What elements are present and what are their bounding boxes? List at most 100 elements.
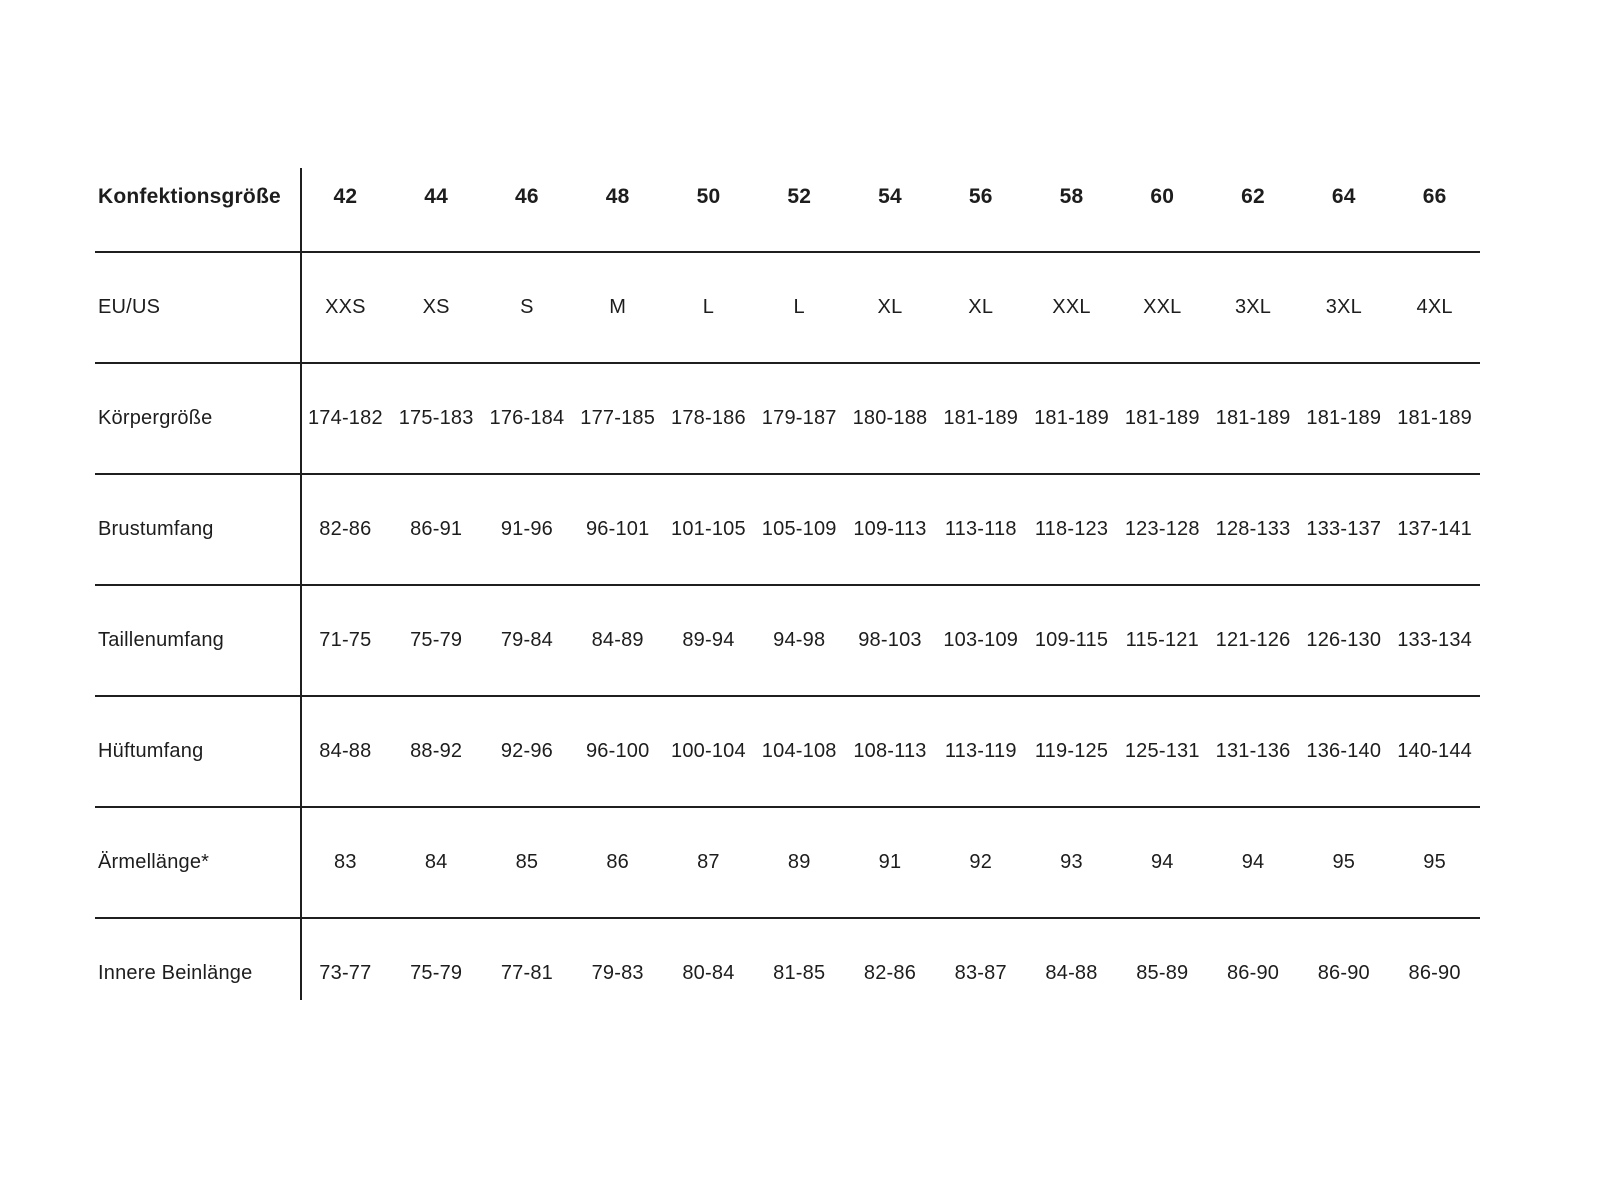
value-cell: 133-134 (1389, 584, 1480, 696)
value-cell: XXS (300, 251, 391, 363)
row-label-cell: Ärmellänge* (95, 806, 300, 918)
value-cell: 115-121 (1116, 584, 1208, 696)
value-cell: 125-131 (1116, 695, 1208, 807)
value-cell: 180-188 (844, 362, 936, 474)
size-header-cell: 52 (787, 184, 812, 208)
value-cell: 86-90 (1389, 917, 1480, 1028)
value-cell: 83-87 (935, 917, 1027, 1028)
value-cell: L (753, 251, 845, 363)
value-cell: 181-189 (1389, 362, 1480, 474)
value-cell: 92 (935, 806, 1027, 918)
value-cell: 123-128 (1116, 473, 1208, 585)
value-cell: 121-126 (1207, 584, 1299, 696)
value-cell: 128-133 (1207, 473, 1299, 585)
row-label-cell: EU/US (95, 251, 300, 363)
value-cell: XS (390, 251, 482, 363)
value-cell: L (663, 251, 754, 363)
size-table: Konfektionsgröße 42 44 46 48 50 52 54 56 58 60 62 64… (95, 142, 1480, 1028)
value-cell: 81-85 (753, 917, 845, 1028)
value-cell: 82-86 (844, 917, 936, 1028)
size-header-cell: 56 (968, 184, 993, 208)
value-cell: 103-109 (935, 584, 1027, 696)
value-cell: 79-84 (481, 584, 573, 696)
value-cell: 109-113 (844, 473, 936, 585)
size-header-cell: 64 (1331, 184, 1356, 208)
value-cell: 94 (1116, 806, 1208, 918)
value-cell: 88-92 (390, 695, 482, 807)
value-cell: 96-100 (572, 695, 664, 807)
value-cell: 84 (390, 806, 482, 918)
value-cell: 181-189 (1116, 362, 1208, 474)
value-cell: 87 (663, 806, 754, 918)
value-cell: 140-144 (1389, 695, 1480, 807)
value-cell: 105-109 (753, 473, 845, 585)
value-cell: 85 (481, 806, 573, 918)
value-cell: 85-89 (1116, 917, 1208, 1028)
value-cell: 119-125 (1026, 695, 1117, 807)
row-label-cell: Hüftumfang (95, 695, 300, 807)
value-cell: 77-81 (481, 917, 573, 1028)
value-cell: 84-88 (300, 695, 391, 807)
value-cell: 89 (753, 806, 845, 918)
value-cell: 92-96 (481, 695, 573, 807)
value-cell: 86-90 (1298, 917, 1390, 1028)
value-cell: XL (935, 251, 1027, 363)
table-row: EU/US XXS XS S M L L XL XL XXL XXL 3XL 3XL 4XL (95, 251, 1480, 363)
row-label-cell: Körpergröße (95, 362, 300, 474)
value-cell: 3XL (1298, 251, 1390, 363)
value-cell: 80-84 (663, 917, 754, 1028)
table-row: Taillenumfang 71-75 75-79 79-84 84-89 89-94 94… (95, 584, 1480, 696)
size-header-cell: 42 (333, 184, 358, 208)
size-header-cell: 48 (605, 184, 630, 208)
size-header-cell: 66 (1422, 184, 1447, 208)
size-header-cell: 58 (1059, 184, 1084, 208)
value-cell: 113-119 (935, 695, 1027, 807)
value-cell: 181-189 (1207, 362, 1299, 474)
value-cell: 73-77 (300, 917, 391, 1028)
size-header-cell: 62 (1241, 184, 1265, 208)
value-cell: 101-105 (663, 473, 754, 585)
value-cell: XXL (1026, 251, 1117, 363)
value-cell: 86-90 (1207, 917, 1299, 1028)
value-cell: 175-183 (390, 362, 482, 474)
value-cell: 91-96 (481, 473, 573, 585)
value-cell: 104-108 (753, 695, 845, 807)
value-cell: 136-140 (1298, 695, 1390, 807)
value-cell: 176-184 (481, 362, 573, 474)
value-cell: 95 (1389, 806, 1480, 918)
value-cell: 131-136 (1207, 695, 1299, 807)
value-cell: 133-137 (1298, 473, 1390, 585)
table-row: Brustumfang 82-86 86-91 91-96 96-101 101-105 1… (95, 473, 1480, 585)
row-label-cell: Konfektionsgröße (98, 184, 281, 208)
table-row: Ärmellänge* 83 84 85 86 87 89 91 92 93 94 94 95 95 (95, 806, 1480, 918)
value-cell: 83 (300, 806, 391, 918)
value-cell: 93 (1026, 806, 1117, 918)
value-cell: 181-189 (1298, 362, 1390, 474)
value-cell: 178-186 (663, 362, 754, 474)
value-cell: 179-187 (753, 362, 845, 474)
value-cell: 4XL (1389, 251, 1480, 363)
table-row: Körpergröße 174-182 175-183 176-184 177-185 1… (95, 362, 1480, 474)
value-cell: 177-185 (572, 362, 664, 474)
value-cell: 98-103 (844, 584, 936, 696)
size-table-body: Konfektionsgröße 42 44 46 48 50 52 54 56 58 60 62 64… (95, 142, 1480, 1028)
value-cell: 82-86 (300, 473, 391, 585)
value-cell: 94 (1207, 806, 1299, 918)
value-cell: 113-118 (935, 473, 1027, 585)
size-header-cell: 54 (878, 184, 902, 208)
value-cell: 109-115 (1026, 584, 1117, 696)
table-row: Innere Beinlänge 73-77 75-79 77-81 79-83 80-8… (95, 917, 1480, 1028)
value-cell: 84-89 (572, 584, 664, 696)
value-cell: 108-113 (844, 695, 936, 807)
value-cell: 3XL (1207, 251, 1299, 363)
value-cell: 86-91 (390, 473, 482, 585)
value-cell: 71-75 (300, 584, 391, 696)
value-cell: 86 (572, 806, 664, 918)
value-cell: 174-182 (300, 362, 391, 474)
value-cell: 126-130 (1298, 584, 1390, 696)
value-cell: XL (844, 251, 936, 363)
size-header-cell: 60 (1150, 184, 1175, 208)
value-cell: 181-189 (1026, 362, 1117, 474)
value-cell: M (572, 251, 664, 363)
table-row-konfektionsgroesse: Konfektionsgröße 42 44 46 48 50 52 54 56 58 60 62 64… (95, 142, 1480, 252)
